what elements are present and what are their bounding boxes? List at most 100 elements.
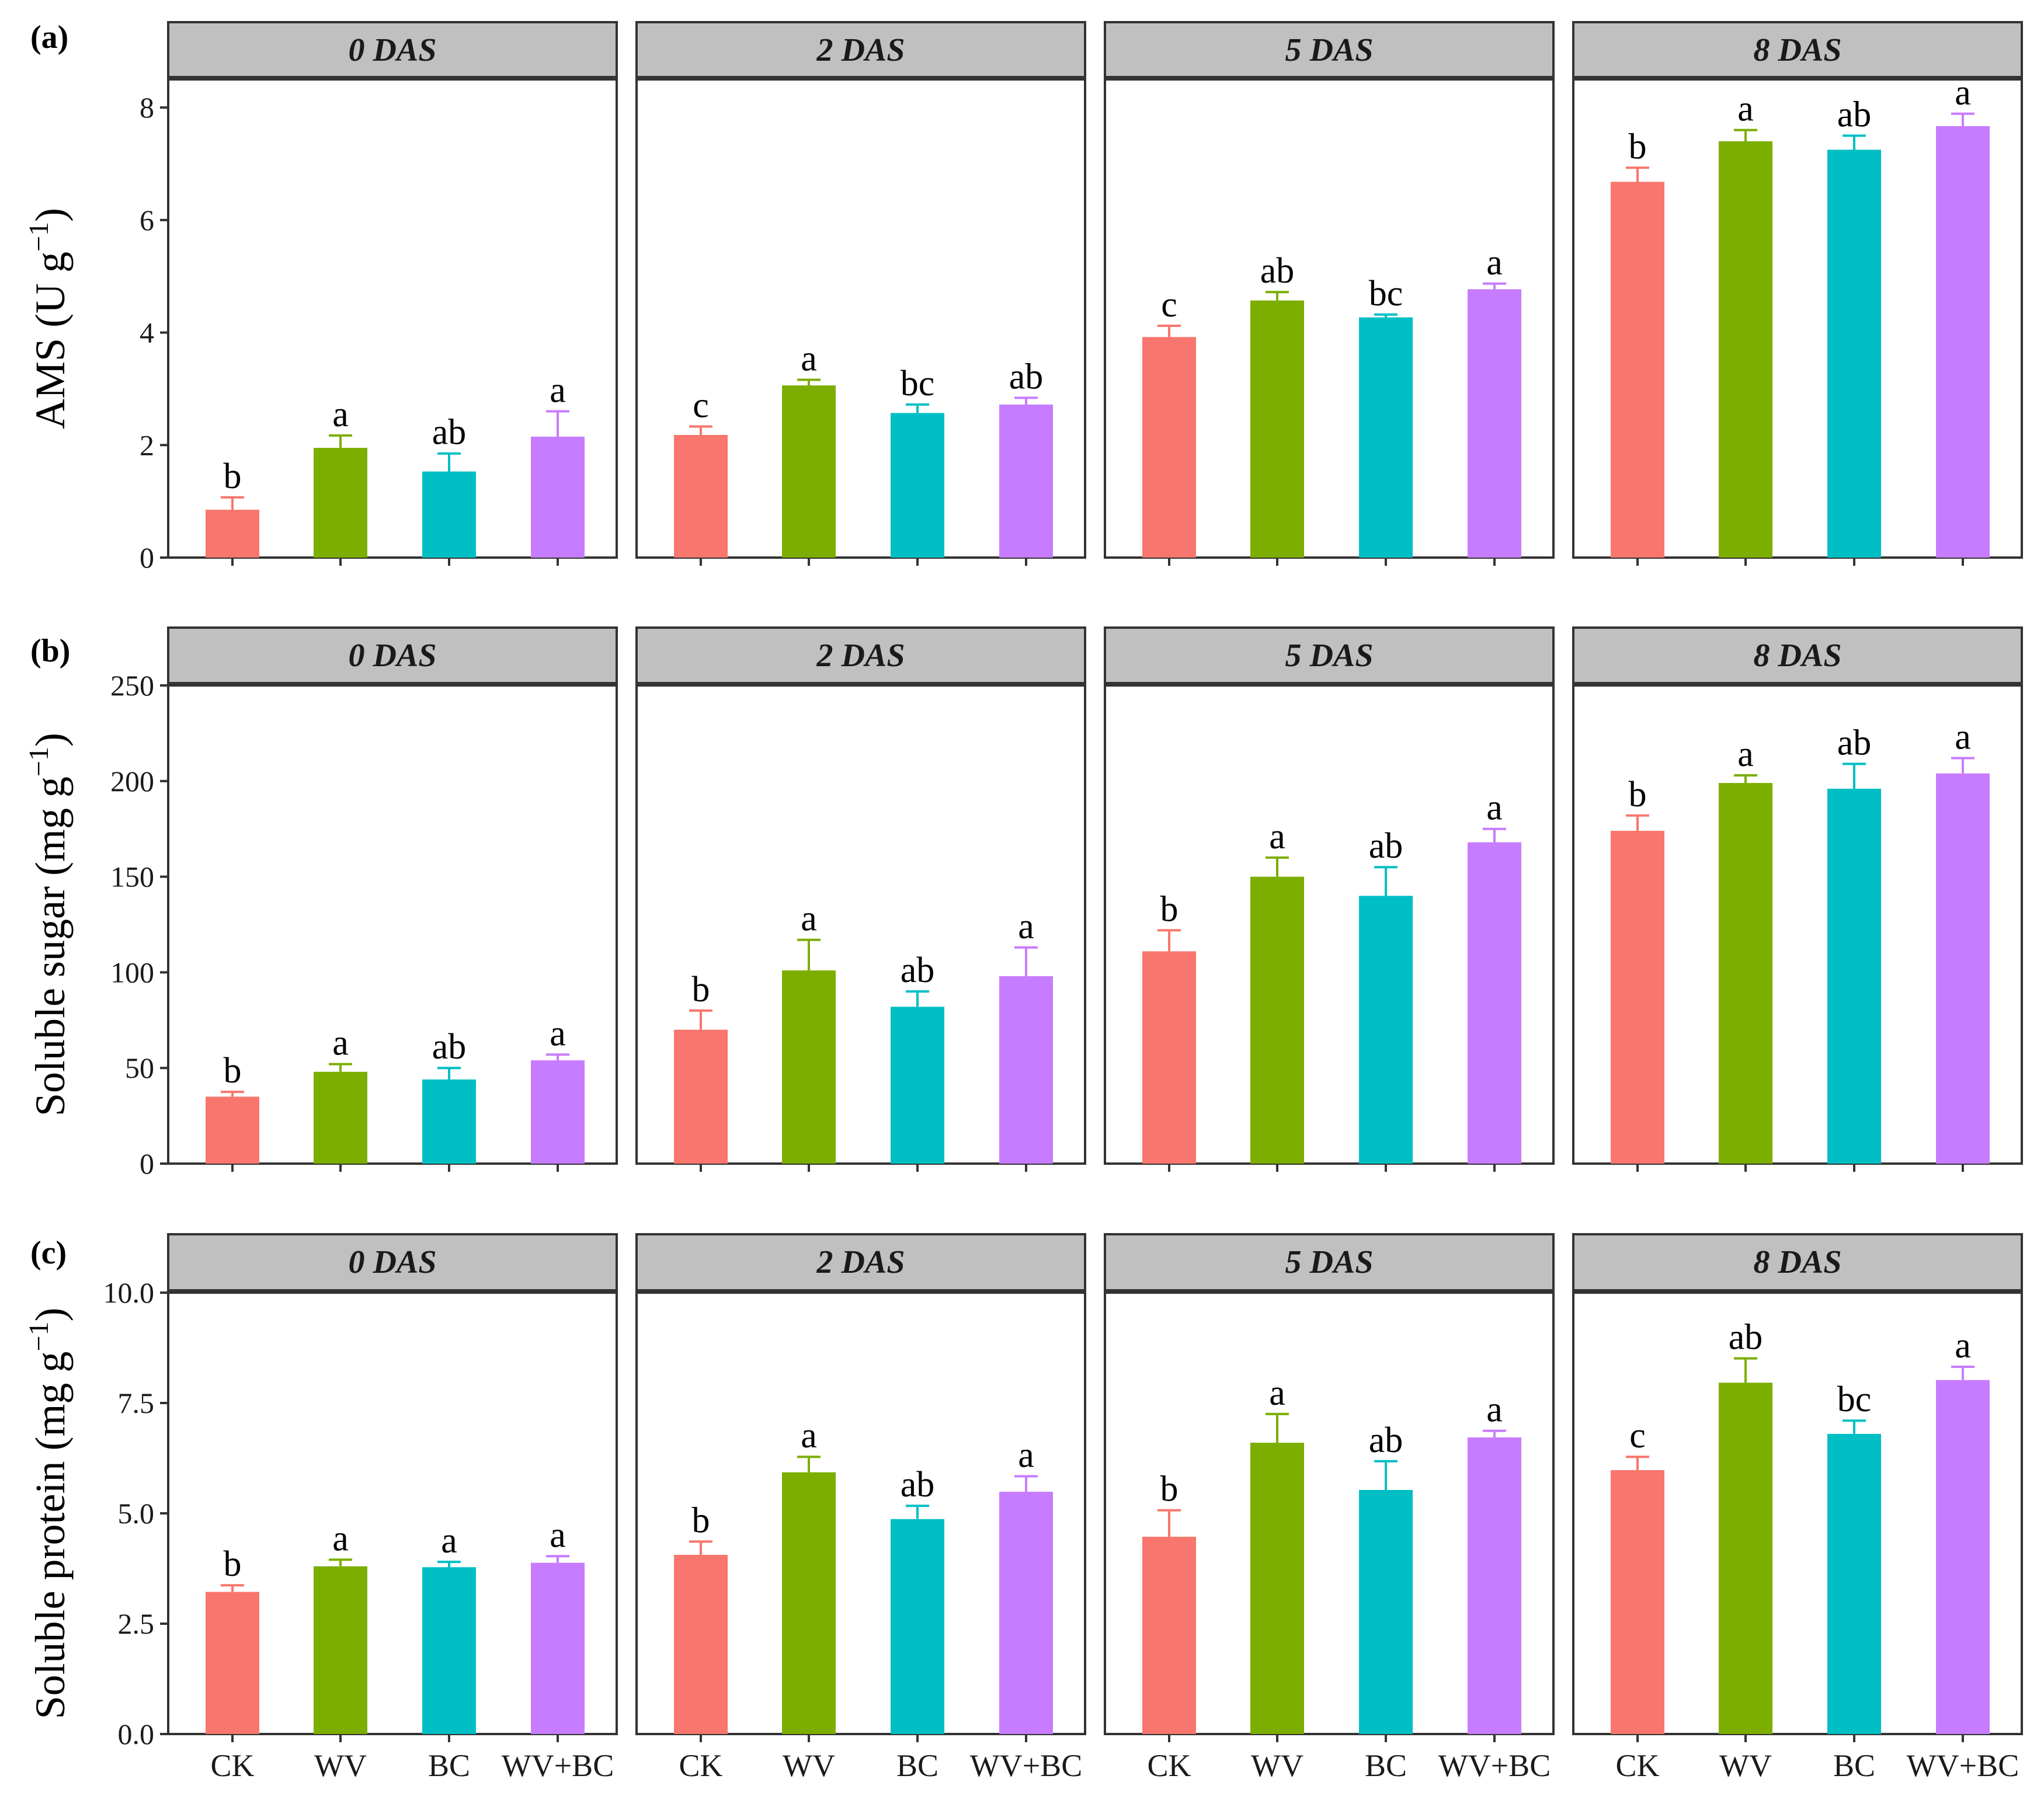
y-tick-label: 4	[140, 316, 154, 349]
significance-letter: b	[692, 1500, 710, 1540]
facet-title: 2 DAS	[816, 1244, 905, 1280]
x-tick-label: CK	[210, 1748, 254, 1783]
x-tick-label: WV+BC	[1438, 1748, 1551, 1783]
y-axis-title-sup: −1	[23, 1321, 54, 1351]
significance-letter: ab	[1837, 95, 1872, 134]
y-tick-label: 7.5	[118, 1387, 155, 1419]
facet-strip	[1104, 626, 1555, 684]
facet-strip	[167, 1233, 618, 1291]
facet-strip	[1104, 1233, 1555, 1291]
y-tick-label: 2	[140, 429, 154, 461]
bar-bc	[422, 1079, 476, 1164]
y-axis-title: AMS (U g−1)	[23, 208, 74, 429]
y-axis-title-main: AMS (U g	[27, 252, 74, 429]
y-tick-label: 10.0	[103, 1276, 155, 1309]
y-tick-label: 0	[140, 1147, 154, 1180]
y-tick-label: 0	[140, 541, 154, 574]
facet-title: 2 DAS	[816, 638, 905, 674]
facet-strip	[167, 21, 618, 78]
bar-wv	[782, 385, 836, 558]
significance-letter: ab	[1837, 723, 1872, 763]
significance-letter: a	[1018, 1435, 1034, 1475]
bar-ck	[674, 1555, 728, 1734]
y-tick-label: 6	[140, 204, 154, 236]
facet-5-das: 5 DAS c ab bc a	[1104, 21, 1555, 566]
facet-5-das: 5 DAS b CK a WV ab BC a WV+BC	[1104, 1233, 1555, 1783]
facet-title: 8 DAS	[1754, 1244, 1842, 1280]
significance-letter: ab	[1369, 1421, 1403, 1460]
y-tick-label: 8	[140, 91, 154, 124]
significance-letter: a	[1955, 1326, 1971, 1366]
bar-wv	[1250, 1443, 1304, 1734]
bar-bc	[1359, 317, 1413, 558]
bar-wv-plus-bc	[1468, 289, 1521, 558]
bar-wv-plus-bc	[1936, 773, 1990, 1164]
x-tick-label: WV	[1251, 1748, 1303, 1783]
significance-letter: a	[1018, 907, 1034, 946]
facet-0-das: 0 DAS b CK a WV a BC a WV+BC	[167, 1233, 618, 1783]
facet-strip	[1572, 1233, 2023, 1291]
y-tick-label: 5.0	[118, 1497, 155, 1530]
significance-letter: b	[1160, 889, 1179, 929]
significance-letter: bc	[1837, 1380, 1872, 1419]
facet-title: 8 DAS	[1754, 32, 1842, 68]
significance-letter: a	[332, 395, 349, 434]
facet-strip	[167, 626, 618, 684]
y-axis-title-main: Soluble protein (mg g	[27, 1352, 74, 1719]
facet-title: 0 DAS	[349, 32, 437, 68]
bar-wv-plus-bc	[999, 1491, 1053, 1734]
significance-letter: a	[332, 1519, 349, 1558]
facet-5-das: 5 DAS b a ab a	[1104, 626, 1555, 1172]
x-tick-label: WV	[1719, 1748, 1772, 1783]
y-tick-label: 0.0	[118, 1718, 155, 1750]
x-tick-label: BC	[428, 1748, 470, 1783]
facet-strip	[1572, 21, 2023, 78]
bar-bc	[891, 413, 944, 558]
significance-letter: a	[550, 1515, 566, 1555]
significance-letter: a	[1737, 734, 1754, 774]
bar-wv	[1250, 300, 1304, 558]
facet-strip	[635, 1233, 1086, 1291]
significance-letter: a	[550, 1014, 566, 1053]
x-tick-label: BC	[896, 1748, 938, 1783]
significance-letter: a	[1486, 243, 1503, 283]
x-tick-label: WV	[783, 1748, 835, 1783]
x-tick-label: CK	[679, 1748, 722, 1783]
bar-bc	[422, 1567, 476, 1734]
panel-label: (a)	[30, 19, 68, 55]
y-axis-title-tail: )	[27, 733, 74, 747]
bar-ck	[206, 1096, 259, 1164]
bar-wv	[314, 1566, 367, 1734]
bar-wv-plus-bc	[1468, 1437, 1521, 1734]
facet-8-das: 8 DAS b a ab a	[1572, 21, 2023, 566]
significance-letter: b	[692, 970, 710, 1009]
significance-letter: a	[550, 370, 566, 410]
facet-strip	[1104, 21, 1555, 78]
significance-letter: a	[332, 1023, 349, 1063]
bar-bc	[1827, 149, 1881, 558]
significance-letter: b	[1629, 775, 1647, 814]
significance-letter: a	[1737, 89, 1754, 129]
facet-title: 2 DAS	[816, 32, 905, 68]
facet-title: 8 DAS	[1754, 638, 1842, 674]
significance-letter: b	[1629, 127, 1647, 166]
significance-letter: a	[1486, 788, 1503, 828]
significance-letter: b	[1160, 1470, 1179, 1509]
significance-letter: c	[1629, 1416, 1646, 1456]
bar-ck	[1611, 1470, 1664, 1734]
y-axis-title-tail: )	[27, 1308, 74, 1322]
bar-wv	[782, 970, 836, 1164]
bar-wv	[314, 1071, 367, 1164]
bar-wv-plus-bc	[1936, 1380, 1990, 1734]
panel-c: (c) Soluble protein (mg g−1) 0.0 2.5 5.0 7.5 1…	[23, 1233, 2023, 1783]
y-axis-title: Soluble protein (mg g−1)	[23, 1308, 74, 1719]
bar-wv	[1719, 783, 1772, 1164]
bar-bc	[1827, 1433, 1881, 1734]
panel-label: (b)	[30, 633, 70, 669]
y-tick-label: 150	[110, 861, 154, 893]
significance-letter: b	[224, 1544, 242, 1584]
facet-2-das: 2 DAS c a bc ab	[635, 21, 1086, 566]
facet-strip	[635, 626, 1086, 684]
